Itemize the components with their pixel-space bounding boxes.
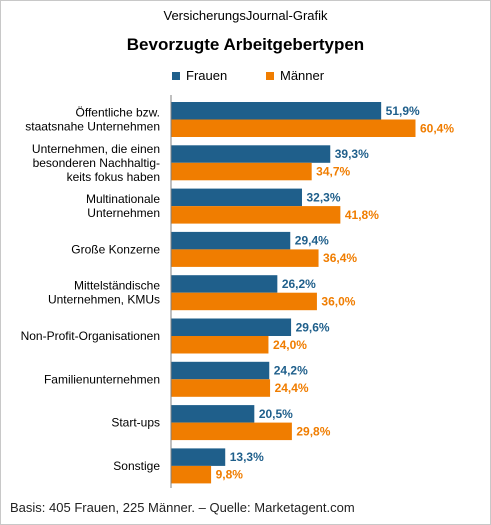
- bar-maenner: [171, 336, 269, 354]
- data-label: 24,2%: [274, 364, 308, 378]
- data-label: 39,3%: [335, 147, 369, 161]
- data-label: 29,8%: [296, 424, 330, 438]
- bar-maenner: [171, 206, 341, 224]
- category-label: Familienunternehmen: [44, 372, 160, 386]
- category-label: Mittelständische Unternehmen, KMUs: [48, 279, 160, 307]
- data-label: 29,4%: [295, 234, 329, 248]
- legend-label-frauen: Frauen: [186, 68, 228, 83]
- bar-maenner: [171, 292, 317, 311]
- bar-frauen: [171, 231, 291, 250]
- bar-maenner: [171, 162, 312, 181]
- category-label: Multinationale Unternehmen: [86, 192, 160, 220]
- data-label: 41,8%: [345, 208, 379, 222]
- data-label: 24,4%: [275, 381, 309, 395]
- data-label: 29,6%: [296, 320, 330, 334]
- bar-frauen: [171, 448, 226, 466]
- data-label: 24,0%: [273, 338, 307, 352]
- data-label: 32,3%: [306, 190, 340, 204]
- bar-frauen: [171, 361, 270, 380]
- legend-label-maenner: Männer: [280, 68, 325, 83]
- bar-frauen: [171, 188, 302, 207]
- bar-frauen: [171, 145, 331, 163]
- bar-frauen: [171, 275, 278, 293]
- data-label: 60,4%: [420, 121, 454, 135]
- legend: Frauen Männer: [0, 68, 491, 84]
- bar-maenner: [171, 379, 271, 397]
- data-label: 34,7%: [316, 165, 350, 179]
- footer-note: Basis: 405 Frauen, 225 Männer. – Quelle:…: [10, 500, 355, 515]
- category-label: Start-ups: [111, 416, 160, 430]
- data-label: 36,0%: [321, 294, 355, 308]
- category-label: Unternehmen, die einen besonderen Nachhal…: [32, 142, 160, 184]
- data-label: 9,8%: [216, 468, 244, 482]
- bar-frauen: [171, 102, 382, 120]
- category-label: Sonstige: [113, 459, 160, 473]
- data-label: 36,4%: [323, 251, 357, 265]
- legend-swatch-frauen: [172, 71, 180, 80]
- legend-item-maenner: Männer: [266, 68, 324, 83]
- data-label: 13,3%: [230, 450, 264, 464]
- category-label: Öffentliche bzw. staatsnahe Unternehmen: [25, 106, 160, 134]
- bar-maenner: [171, 422, 292, 441]
- category-label: Große Konzerne: [71, 242, 160, 256]
- data-label: 26,2%: [282, 277, 316, 291]
- legend-swatch-maenner: [266, 71, 274, 80]
- bar-maenner: [171, 119, 416, 137]
- bar-maenner: [171, 249, 319, 267]
- data-label: 51,9%: [386, 104, 420, 118]
- chart-title: Bevorzugte Arbeitgebertypen: [126, 35, 365, 54]
- data-label: 20,5%: [259, 407, 293, 421]
- legend-item-frauen: Frauen: [172, 68, 227, 83]
- category-label: Non-Profit-Organisationen: [21, 329, 160, 343]
- bar-frauen: [171, 318, 292, 336]
- bar-frauen: [171, 405, 255, 423]
- bar-maenner: [171, 465, 212, 484]
- source-line: VersicherungsJournal-Grafik: [163, 8, 328, 23]
